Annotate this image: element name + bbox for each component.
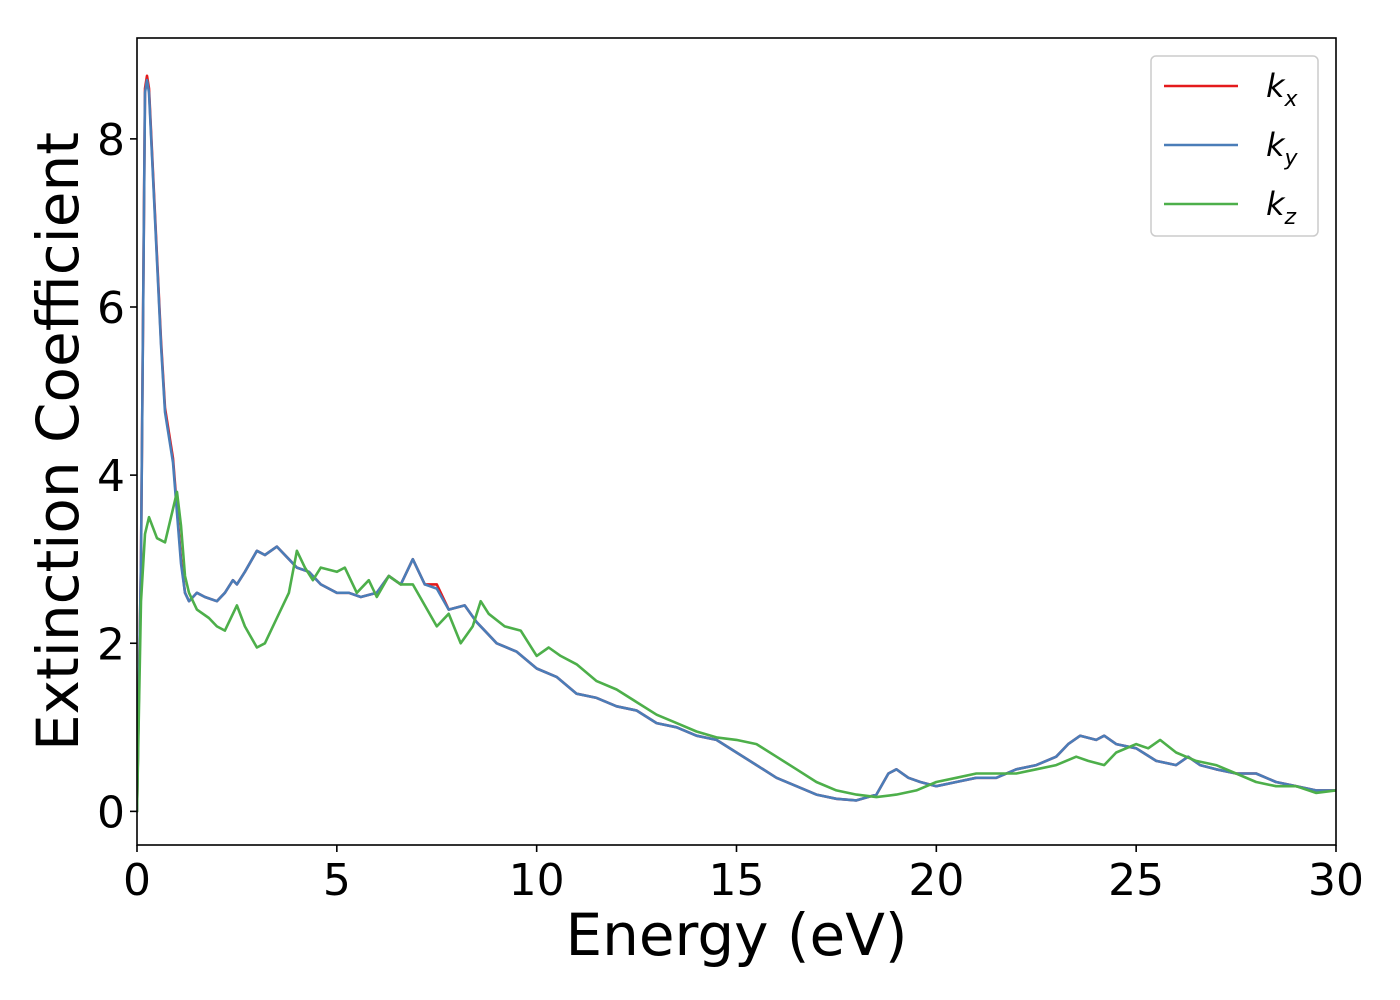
x-tick-label: 0 [123,855,151,906]
x-tick-label: 15 [709,855,765,906]
x-tick-label: 25 [1108,855,1164,906]
legend: kx ky kz [1150,55,1319,237]
x-tick-label: 5 [323,855,351,906]
series-layer [137,74,1336,813]
x-axis-label: Energy (eV) [565,901,907,969]
x-tick-label: 10 [509,855,565,906]
y-tick-label: 4 [97,451,125,502]
series-line-ky [137,78,1336,813]
series-line-kz [137,490,1336,813]
x-tick-label: 20 [908,855,964,906]
tick-layer: 0 5 10 15 20 25 30 0 2 4 6 8 [97,115,1364,906]
legend-label-kx: kx [1266,67,1299,112]
y-tick-label: 0 [97,787,125,838]
y-tick-label: 2 [97,619,125,670]
legend-label-ky: ky [1266,126,1299,171]
y-tick-label: 6 [97,283,125,334]
x-tick-label: 30 [1308,855,1364,906]
legend-label-kz: kz [1266,185,1297,230]
y-tick-label: 8 [97,115,125,166]
y-axis-label: Extinction Coefficient [24,132,92,751]
